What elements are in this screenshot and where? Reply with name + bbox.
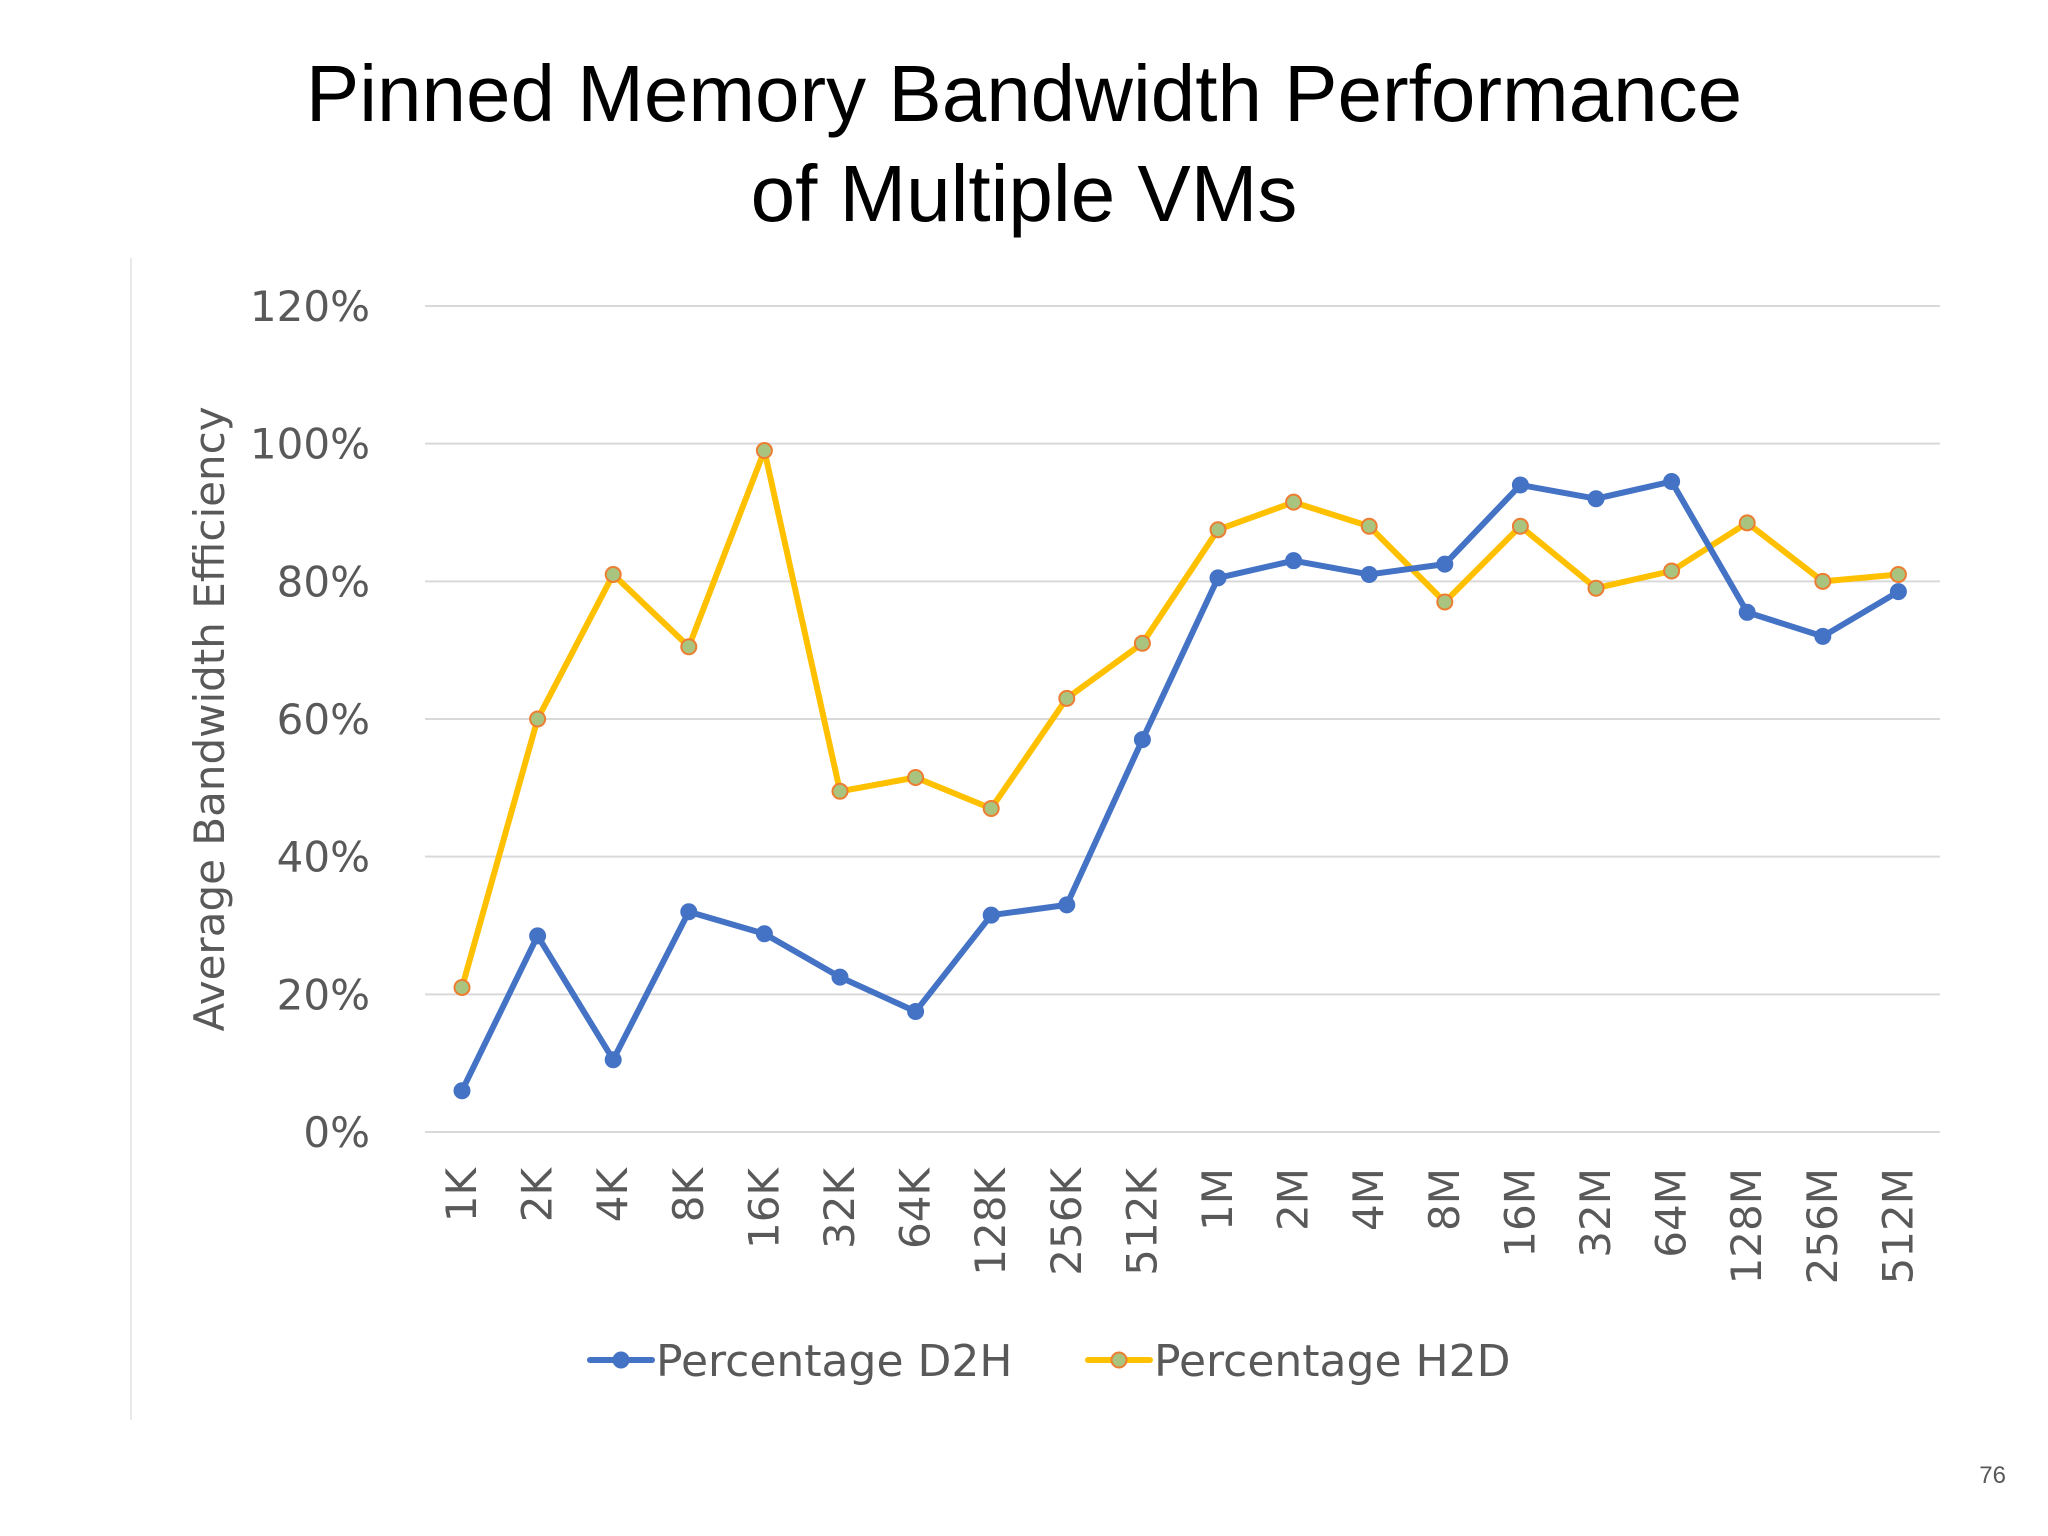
x-tick-label: 32M	[1571, 1168, 1620, 1258]
x-tick-label: 512M	[1873, 1168, 1922, 1284]
data-point	[604, 1051, 622, 1069]
series-line	[459, 447, 1902, 991]
y-axis-ticks: 0% 20% 40% 60% 80% 100% 120%	[250, 282, 370, 1157]
gridlines	[425, 305, 1940, 1133]
data-point	[755, 442, 773, 460]
y-tick-label: 120%	[250, 282, 370, 331]
data-point	[1133, 634, 1151, 652]
data-point	[1360, 565, 1378, 583]
data-point	[1436, 593, 1454, 611]
data-point	[680, 638, 698, 656]
data-point	[1209, 569, 1227, 587]
x-tick-label: 4M	[1344, 1168, 1393, 1231]
data-point	[1058, 689, 1076, 707]
data-point	[1511, 517, 1529, 535]
data-point	[907, 1003, 925, 1021]
slide-title-line-1: Pinned Memory Bandwidth Performance	[305, 49, 1743, 138]
data-point	[529, 710, 547, 728]
data-point	[604, 565, 622, 583]
data-point	[1738, 603, 1756, 621]
data-point	[1587, 490, 1605, 508]
data-point	[453, 978, 471, 996]
data-point	[907, 769, 925, 787]
data-point	[831, 968, 849, 986]
x-tick-label: 128K	[966, 1167, 1015, 1276]
x-axis-ticks: 1K 2K 4K 8K 16K 32K 64K 128K 256K 512K 1M 2M 4M 8M 16M…	[437, 1167, 1922, 1285]
data-point	[1738, 514, 1756, 532]
data-point	[1360, 517, 1378, 535]
x-tick-label: 4K	[588, 1167, 637, 1223]
x-tick-label: 1M	[1193, 1168, 1242, 1231]
series-line	[459, 478, 1902, 1094]
data-point	[1889, 565, 1907, 583]
x-tick-label: 32K	[815, 1167, 864, 1249]
y-tick-label: 100%	[250, 420, 370, 469]
data-point	[1663, 562, 1681, 580]
y-tick-label: 40%	[277, 833, 370, 882]
data-point	[1889, 583, 1907, 601]
x-tick-label: 1K	[437, 1167, 486, 1223]
data-point	[1285, 493, 1303, 511]
x-tick-label: 8K	[664, 1167, 713, 1223]
data-point	[982, 906, 1000, 924]
x-tick-label: 64M	[1647, 1168, 1696, 1258]
legend-entry: Percentage H2D	[1154, 1336, 1510, 1387]
data-point	[1058, 896, 1076, 914]
y-tick-label: 20%	[277, 970, 370, 1019]
x-tick-label: 64K	[891, 1167, 940, 1249]
data-point	[1511, 476, 1529, 494]
legend-swatch-marker	[612, 1351, 630, 1369]
data-point	[1285, 552, 1303, 570]
slide-title: Pinned Memory Bandwidth Performance of M…	[0, 44, 2048, 244]
y-tick-label: 0%	[303, 1108, 370, 1157]
legend: Percentage D2H Percentage H2D	[587, 1336, 1510, 1387]
y-axis-label: Average Bandwidth Efficiency	[185, 406, 234, 1031]
x-tick-label: 512K	[1117, 1167, 1166, 1276]
data-point	[680, 903, 698, 921]
left-divider	[130, 258, 132, 1420]
x-tick-label: 8M	[1420, 1168, 1469, 1231]
x-tick-label: 128M	[1722, 1168, 1771, 1284]
x-tick-label: 2K	[513, 1167, 562, 1223]
data-point	[1663, 473, 1681, 491]
slide-title-line-2: of Multiple VMs	[750, 149, 1298, 238]
data-point	[982, 799, 1000, 817]
y-tick-label: 60%	[277, 695, 370, 744]
series-layer	[453, 442, 1907, 1100]
x-tick-label: 256M	[1798, 1168, 1847, 1284]
data-point	[755, 925, 773, 943]
data-point	[1587, 579, 1605, 597]
x-tick-label: 16K	[739, 1167, 788, 1249]
x-tick-label: 2M	[1269, 1168, 1318, 1231]
y-tick-label: 80%	[277, 557, 370, 606]
page-number: 76	[1979, 1462, 2006, 1489]
legend-swatch-marker	[1110, 1351, 1128, 1369]
data-point	[1209, 521, 1227, 539]
data-point	[831, 782, 849, 800]
data-point	[1436, 555, 1454, 573]
data-point	[1814, 572, 1832, 590]
data-point	[1814, 627, 1832, 645]
x-tick-label: 16M	[1495, 1168, 1544, 1258]
data-point	[529, 927, 547, 945]
x-tick-label: 256K	[1042, 1167, 1091, 1276]
data-point	[453, 1082, 471, 1100]
legend-entry: Percentage D2H	[656, 1336, 1012, 1387]
data-point	[1133, 731, 1151, 749]
